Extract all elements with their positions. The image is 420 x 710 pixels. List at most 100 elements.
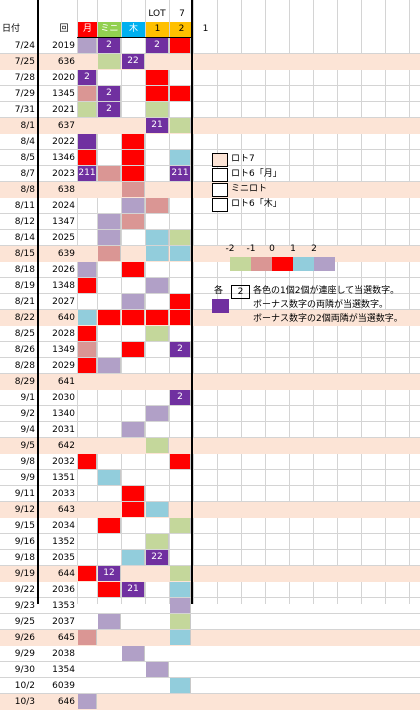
row-draw-number: 644 bbox=[57, 569, 75, 579]
row-draw-number: 2028 bbox=[52, 329, 75, 339]
grid-cell bbox=[170, 150, 191, 165]
note-line-1: 各色の1個2個が連座して当選数字。 bbox=[253, 286, 400, 296]
row-draw-number: 1352 bbox=[52, 537, 75, 547]
row-date: 8/5 bbox=[20, 153, 35, 163]
row-draw-number: 2023 bbox=[52, 169, 75, 179]
row-date: 8/29 bbox=[14, 377, 35, 387]
row-draw-number: 2031 bbox=[52, 425, 75, 435]
row-draw-number: 2020 bbox=[52, 73, 75, 83]
grid-cell: 2 bbox=[170, 342, 191, 357]
grid-cell bbox=[122, 198, 145, 213]
row-draw-number: 2022 bbox=[52, 137, 75, 147]
grid-cell bbox=[146, 438, 169, 453]
grid-cell bbox=[146, 102, 169, 117]
grid-cell bbox=[78, 694, 97, 709]
row-date: 9/15 bbox=[14, 521, 35, 531]
grid-cell bbox=[98, 246, 121, 261]
row-draw-number: 646 bbox=[57, 697, 75, 707]
row-date: 9/2 bbox=[20, 409, 35, 419]
row-date: 9/8 bbox=[20, 457, 35, 467]
grid-cell bbox=[146, 534, 169, 549]
row-date: 8/14 bbox=[14, 233, 35, 243]
grid-cell: 211 bbox=[170, 166, 191, 181]
col-a-header: 1 bbox=[146, 22, 169, 37]
row-draw-number: 642 bbox=[57, 441, 75, 451]
row-draw-number: 2034 bbox=[52, 521, 75, 531]
grid-cell bbox=[170, 230, 191, 245]
kai-header: 回 bbox=[59, 24, 69, 34]
grid-cell bbox=[170, 630, 191, 645]
row-draw-number: 645 bbox=[57, 633, 75, 643]
grid-cell bbox=[146, 278, 169, 293]
seven-label: 7 bbox=[179, 9, 185, 19]
grid-cell bbox=[78, 102, 97, 117]
grid-cell bbox=[78, 454, 97, 469]
row-date: 8/7 bbox=[20, 169, 35, 179]
grid-cell bbox=[170, 582, 191, 597]
grid-cell bbox=[98, 214, 121, 229]
row-date: 9/22 bbox=[14, 585, 35, 595]
grid-cell bbox=[78, 278, 97, 293]
legend-label-loto6-moku: ロト6「木」 bbox=[231, 199, 282, 209]
row-draw-number: 1354 bbox=[52, 665, 75, 675]
grid-cell bbox=[146, 70, 169, 85]
grid-cell bbox=[170, 86, 191, 101]
grid-cell bbox=[122, 134, 145, 149]
row-date: 9/18 bbox=[14, 553, 35, 563]
grid-cell bbox=[146, 406, 169, 421]
grid-cell bbox=[122, 502, 145, 517]
row-draw-number: 1347 bbox=[52, 217, 75, 227]
row-date: 9/4 bbox=[20, 425, 35, 435]
row-date: 8/19 bbox=[14, 281, 35, 291]
scale-label-1: 1 bbox=[290, 244, 296, 254]
grid-cell bbox=[98, 470, 121, 485]
row-draw-number: 1345 bbox=[52, 89, 75, 99]
row-date: 8/1 bbox=[20, 121, 35, 131]
legend-label-loto6-getsu: ロト6「月」 bbox=[231, 169, 282, 179]
grid-cell: 12 bbox=[98, 566, 121, 581]
grid-cell bbox=[98, 518, 121, 533]
lot-label: LOT bbox=[148, 9, 166, 19]
scale-cell bbox=[272, 257, 293, 271]
grid-cell bbox=[170, 598, 191, 613]
row-date: 7/24 bbox=[14, 41, 35, 51]
bonus-swatch bbox=[212, 299, 229, 313]
grid-cell bbox=[122, 214, 145, 229]
row-draw-number: 1348 bbox=[52, 281, 75, 291]
scale-label-0: 0 bbox=[269, 244, 275, 254]
row-date: 10/3 bbox=[14, 697, 35, 707]
moku-header: 木 bbox=[122, 22, 145, 37]
row-date: 9/9 bbox=[20, 473, 35, 483]
grid-cell bbox=[170, 38, 191, 53]
row-date: 9/1 bbox=[20, 393, 35, 403]
row-date: 9/23 bbox=[14, 601, 35, 611]
grid-cell bbox=[122, 182, 145, 197]
row-draw-number: 1346 bbox=[52, 153, 75, 163]
row-draw-number: 2024 bbox=[52, 201, 75, 211]
grid-cell bbox=[146, 502, 169, 517]
grid-cell bbox=[146, 230, 169, 245]
grid-cell bbox=[78, 326, 97, 341]
row-draw-number: 2038 bbox=[52, 649, 75, 659]
grid-cell bbox=[78, 566, 97, 581]
row-draw-number: 637 bbox=[57, 121, 75, 131]
grid-cell: 2 bbox=[78, 70, 97, 85]
grid-cell: 2 bbox=[146, 38, 169, 53]
grid-cell bbox=[78, 262, 97, 277]
grid-cell bbox=[122, 310, 145, 325]
row-date: 8/15 bbox=[14, 249, 35, 259]
legend-label-loto7: ロト7 bbox=[231, 154, 255, 164]
note-kaku: 各 bbox=[214, 286, 224, 296]
scale-label-2: 2 bbox=[311, 244, 317, 254]
row-draw-number: 2036 bbox=[52, 585, 75, 595]
loto7-row-band bbox=[0, 374, 420, 390]
grid-cell bbox=[98, 310, 121, 325]
loto7-row-band bbox=[0, 118, 420, 134]
row-draw-number: 2029 bbox=[52, 361, 75, 371]
row-date: 9/29 bbox=[14, 649, 35, 659]
note-line-3: ボーナス数字の2個両隣が当選数字。 bbox=[253, 314, 403, 324]
grid-cell bbox=[146, 662, 169, 677]
legend-swatch-miniloto bbox=[212, 183, 228, 197]
row-date: 9/12 bbox=[14, 505, 35, 515]
